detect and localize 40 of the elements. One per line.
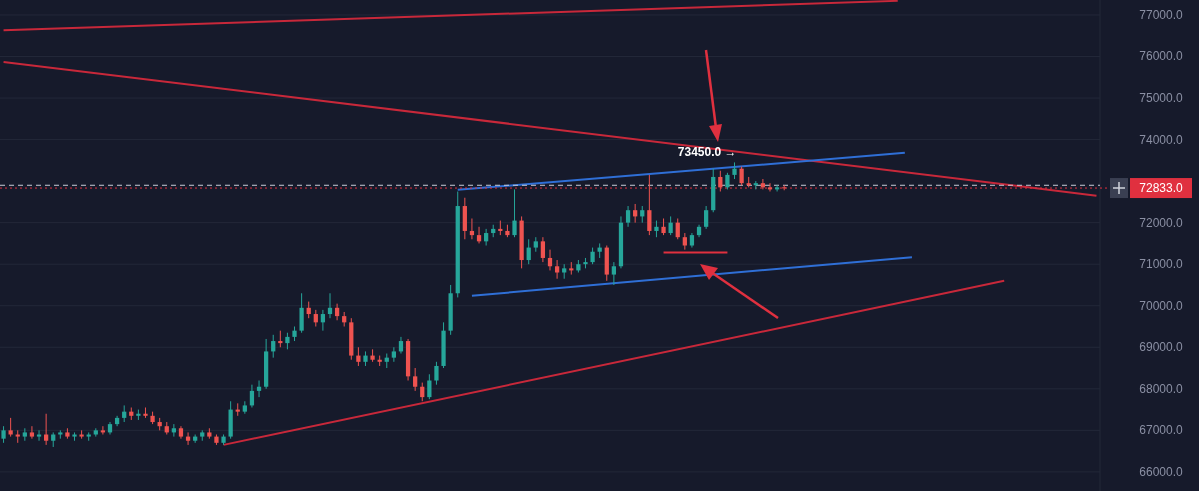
candlestick [512, 188, 517, 238]
candlestick [249, 384, 255, 409]
candlestick [611, 261, 616, 286]
candlestick [484, 228, 489, 246]
candlestick [625, 205, 631, 228]
y-tick-label: 71000.0 [1139, 257, 1184, 272]
candlestick [356, 346, 361, 367]
candlestick [299, 292, 304, 334]
candlestick [526, 238, 531, 265]
candlestick [434, 361, 439, 386]
candlestick [420, 382, 425, 402]
y-tick-label: 67000.0 [1139, 423, 1184, 438]
candlestick [413, 367, 418, 392]
candlestick [739, 166, 744, 186]
y-tick-label: 76000.0 [1139, 49, 1184, 64]
candlestick [427, 373, 432, 400]
candlestick [271, 334, 276, 359]
ref-line-label: 72833.0 [1139, 181, 1184, 196]
y-tick-label: 72000.0 [1139, 215, 1184, 230]
candlestick [718, 170, 723, 192]
annotation: 73450.0 → [677, 145, 737, 160]
candlestick [675, 218, 680, 240]
y-tick-label: 68000.0 [1139, 381, 1184, 396]
y-tick-label: 77000.0 [1139, 7, 1184, 22]
y-tick-label: 66000.0 [1139, 464, 1184, 479]
candlestick [391, 346, 396, 363]
candlestick [554, 259, 560, 280]
candlestick [540, 236, 546, 263]
candlestick [704, 205, 709, 230]
candlestick [334, 303, 340, 321]
candlestick [320, 309, 326, 332]
candlestick [8, 417, 13, 438]
candlestick [547, 249, 553, 271]
candlestick [647, 174, 652, 236]
y-tick-label: 75000.0 [1139, 91, 1184, 106]
candlestick [29, 425, 35, 440]
y-tick-label: 74000.0 [1139, 132, 1184, 147]
candlestick [668, 215, 673, 236]
y-tick-label: 69000.0 [1139, 340, 1184, 355]
y-tick-label: 70000.0 [1139, 298, 1184, 313]
